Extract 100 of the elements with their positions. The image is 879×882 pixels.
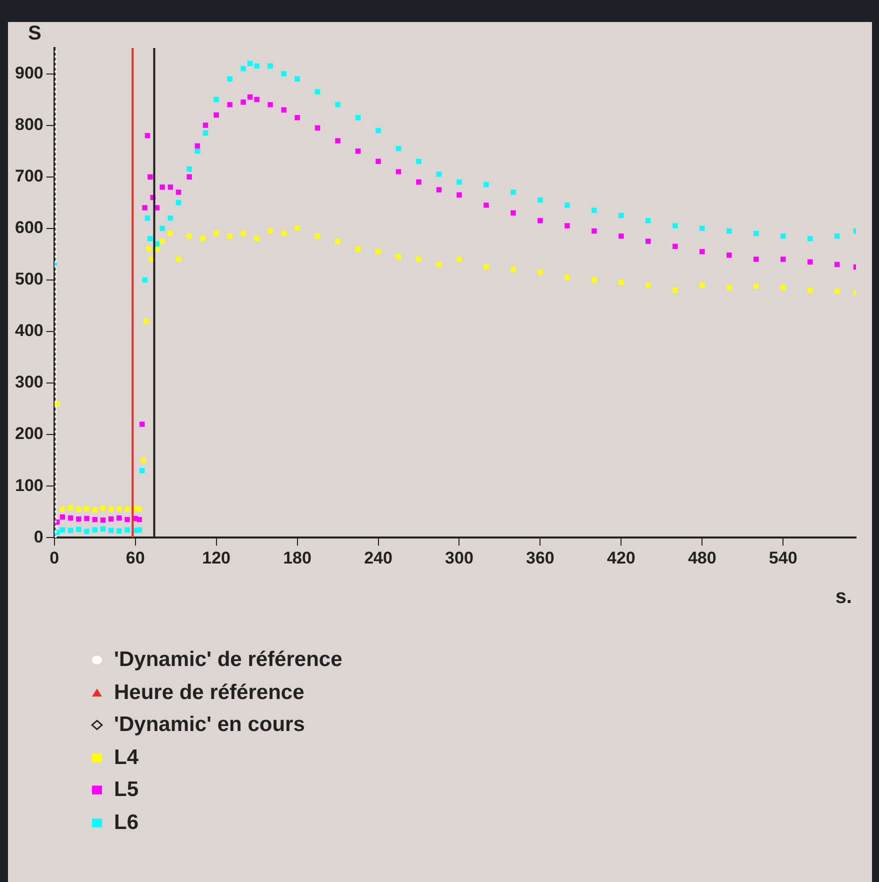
point [142,205,148,210]
point [136,527,142,532]
point [92,527,98,532]
point [538,270,543,275]
point [618,280,624,286]
y-tick-label: 400 [14,321,44,340]
point [314,125,320,131]
point [416,158,422,164]
point [136,506,142,512]
point [355,148,361,154]
point [592,277,597,283]
x-tick-label: 300 [445,548,474,568]
point [60,514,66,520]
point [254,236,260,242]
point [416,179,422,185]
point [247,60,253,66]
point [807,259,813,264]
y-tick-label: 100 [14,476,44,495]
point [646,238,651,244]
point [780,285,786,290]
x-tick-label: 480 [688,548,716,568]
point [807,236,813,242]
point [436,262,442,268]
point [314,89,320,94]
point [646,282,651,288]
point [92,507,98,512]
point [294,226,300,231]
x-axis-title: s. [835,586,852,608]
point [176,190,182,195]
point [160,238,165,244]
point [396,169,402,174]
point [436,187,442,192]
point [294,76,300,82]
point [186,166,192,172]
point [672,223,678,228]
y-tick-label: 200 [14,424,44,444]
point [84,528,90,534]
point [140,458,146,463]
point [214,112,219,118]
point [124,516,130,522]
point [564,274,570,280]
point [68,505,74,510]
point [564,202,570,208]
point [168,184,174,190]
point [592,228,597,234]
point [834,233,840,239]
point [144,318,149,324]
point [254,96,260,102]
point [76,506,82,512]
point [108,516,114,522]
point [456,256,462,262]
y-tick-label: 500 [14,270,44,289]
point [754,230,759,236]
point [376,128,381,134]
point [84,506,90,512]
y-tick-label: 0 [34,527,44,546]
legend-label: 'Dynamic' de référence [114,647,342,673]
point [538,197,543,203]
point [148,174,153,180]
point [227,233,232,239]
point [176,200,182,206]
legend-label: Heure de référence [114,680,304,706]
point [139,468,145,474]
point [510,266,516,272]
point [100,506,106,511]
point [60,527,66,532]
point [484,264,489,270]
point [281,230,286,236]
legend-label: 'Dynamic' en cours [114,712,305,738]
point [376,158,381,164]
point [142,277,148,283]
point [139,422,145,427]
point [268,63,273,69]
y-tick-label: 600 [14,218,44,238]
point [160,226,165,231]
point [355,114,361,120]
point [247,94,253,100]
point [726,228,732,234]
x-tick-label: 0 [50,548,60,568]
point [124,506,130,512]
point [754,283,759,289]
point [194,148,200,154]
point [538,218,543,224]
point [84,516,90,522]
point [148,236,153,242]
x-tick-label: 360 [526,548,554,568]
y-tick-label: 300 [14,372,44,392]
y-axis-title: S [28,22,42,45]
point [294,114,300,120]
point [700,226,705,231]
point [194,143,200,149]
point [592,208,597,213]
point [456,192,462,198]
point [214,230,219,236]
point [146,246,152,252]
point [335,102,340,108]
point [510,190,516,195]
point [136,516,142,522]
legend-label: L4 [114,744,139,770]
x-tick-label: 60 [126,548,145,568]
